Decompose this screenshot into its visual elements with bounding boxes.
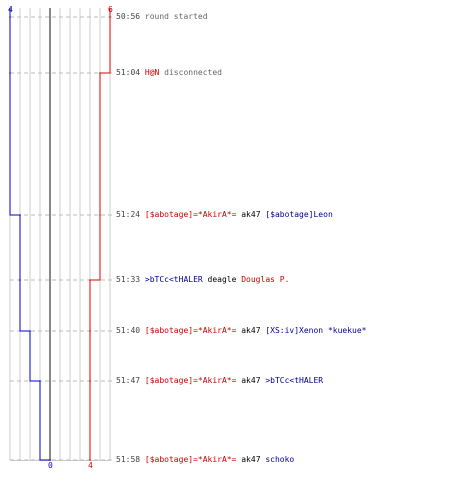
- event-text-part: >bTCc<tHALER: [144, 275, 203, 284]
- event-row: 51:04 H@N disconnected: [116, 68, 222, 78]
- event-time: 51:24: [116, 210, 145, 219]
- red-team-score-line: [89, 8, 111, 460]
- event-time: 51:58: [116, 455, 145, 464]
- red-score-point: [89, 459, 91, 461]
- red-score-point: [99, 214, 101, 216]
- event-row: 50:56 round started: [116, 12, 208, 22]
- blue-score-point: [19, 214, 21, 216]
- red-score-point: [99, 72, 101, 74]
- blue-score-point: [9, 16, 11, 18]
- red-score-point: [109, 16, 111, 18]
- red-top-score: 6: [108, 5, 113, 14]
- blue-score-point: [19, 279, 21, 281]
- blue-bottom-score: 0: [48, 461, 53, 470]
- blue-score-point: [49, 459, 51, 461]
- event-row: 51:58 [$abotage]=*AkirA*= ak47 schoko: [116, 455, 294, 465]
- event-text-part: round started: [144, 12, 208, 21]
- red-score-point: [89, 279, 91, 281]
- event-row: 51:33 >bTCc<tHALER deagle Douglas P.: [116, 275, 289, 285]
- event-time: 51:33: [116, 275, 145, 284]
- red-score-point: [89, 330, 91, 332]
- event-text-part: [$abotage]=*AkirA*=: [144, 376, 237, 385]
- event-text-part: [$abotage]=*AkirA*=: [144, 326, 237, 335]
- event-row: 51:47 [$abotage]=*AkirA*= ak47 >bTCc<tHA…: [116, 376, 323, 386]
- event-text-part: H@N: [144, 68, 160, 77]
- event-text-part: Douglas P.: [241, 275, 290, 284]
- event-time: 51:40: [116, 326, 145, 335]
- blue-score-point: [29, 330, 31, 332]
- blue-team-score-line: [9, 8, 50, 461]
- event-text-part: >bTCc<tHALER: [265, 376, 324, 385]
- event-text-part: ak47: [236, 326, 266, 335]
- event-text-part: [$abotage]=*AkirA*=: [144, 455, 237, 464]
- event-text-part: [XS:iv]Xenon *kuekue*: [265, 326, 367, 335]
- event-text-part: deagle: [202, 275, 242, 284]
- event-text-part: [$abotage]=*AkirA*=: [144, 210, 237, 219]
- event-row: 51:40 [$abotage]=*AkirA*= ak47 [XS:iv]Xe…: [116, 326, 366, 336]
- event-text-part: ak47: [236, 376, 266, 385]
- blue-score-point: [9, 72, 11, 74]
- event-text-part: ak47: [236, 210, 266, 219]
- event-text-part: schoko: [265, 455, 295, 464]
- event-text-part: disconnected: [159, 68, 222, 77]
- event-time: 51:47: [116, 376, 145, 385]
- event-time: 51:04: [116, 68, 145, 77]
- event-row: 51:24 [$abotage]=*AkirA*= ak47 [$abotage…: [116, 210, 333, 220]
- event-text-part: [$abotage]Leon: [265, 210, 333, 219]
- red-score-point: [89, 380, 91, 382]
- blue-top-score: 4: [8, 5, 13, 14]
- event-time: 50:56: [116, 12, 145, 21]
- event-text-part: ak47: [236, 455, 266, 464]
- blue-score-point: [39, 380, 41, 382]
- red-bottom-score: 4: [88, 461, 93, 470]
